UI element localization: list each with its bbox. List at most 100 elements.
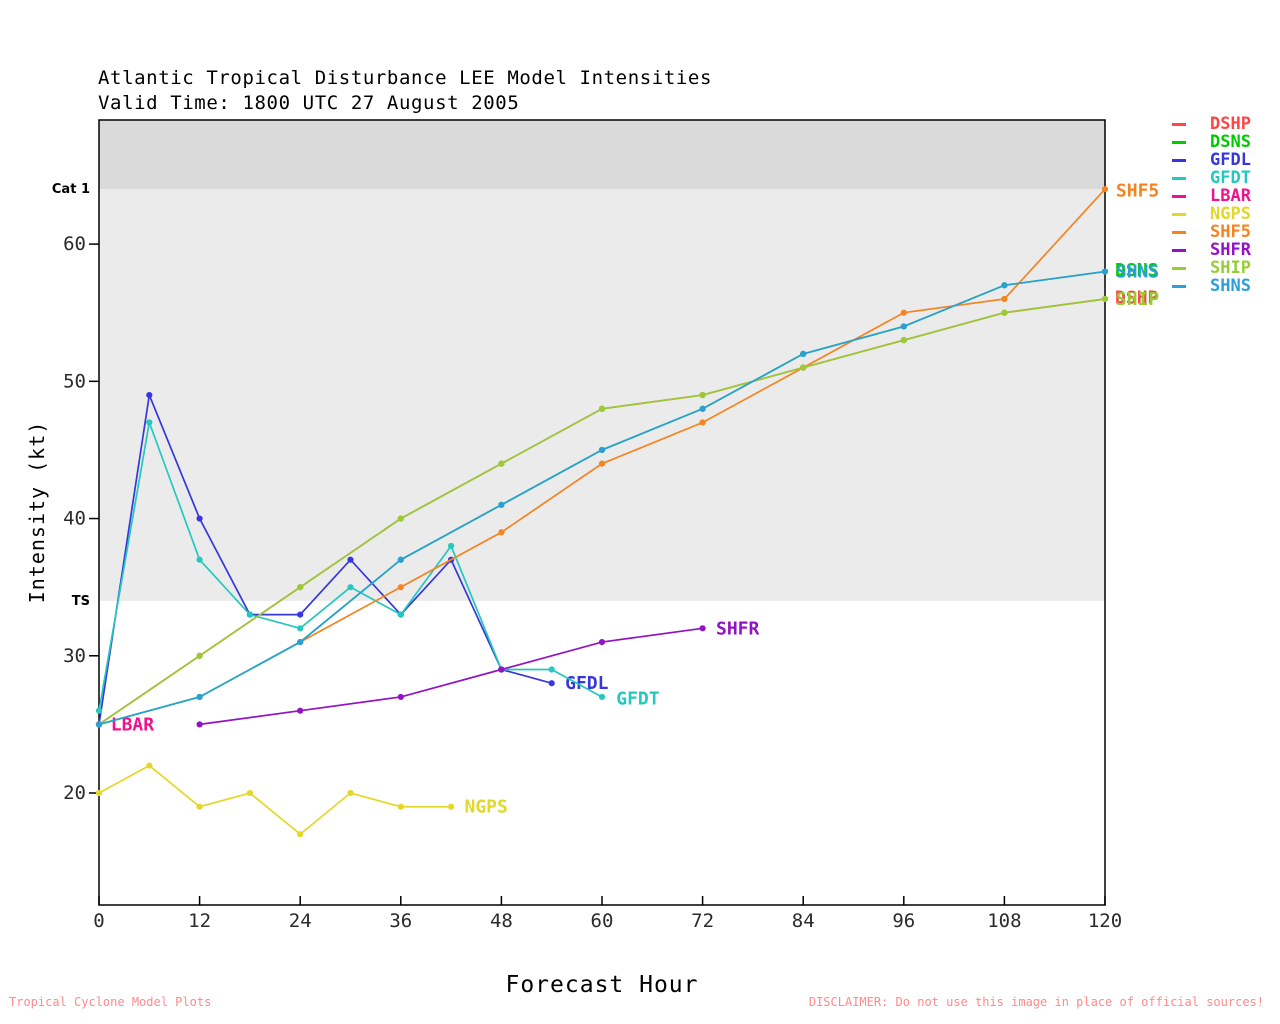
legend-item-GFDL: GFDL bbox=[1172, 151, 1251, 169]
legend-item-LBAR: LBAR bbox=[1172, 187, 1251, 205]
data-point-SHIP bbox=[1101, 295, 1109, 303]
data-point-SHNS bbox=[800, 350, 807, 357]
data-point-GFDT bbox=[196, 556, 203, 563]
x-tick-label: 96 bbox=[892, 910, 915, 932]
data-point-SHFR bbox=[397, 693, 404, 701]
data-point-GFDL bbox=[146, 391, 153, 399]
data-point-GFDL bbox=[297, 611, 304, 618]
tropical-storm-band bbox=[99, 189, 1105, 601]
legend-label-LBAR: LBAR bbox=[1210, 186, 1251, 206]
series-label-GFDL: GFDL bbox=[565, 673, 609, 694]
legend-item-DSNS: DSNS bbox=[1172, 133, 1251, 151]
series-line-SHFR bbox=[199, 627, 703, 726]
legend-item-SHNS: SHNS bbox=[1172, 277, 1251, 295]
data-point-GFDL bbox=[347, 556, 354, 563]
legend-label-SHF5: SHF5 bbox=[1210, 222, 1251, 242]
series-line-GFDL bbox=[98, 391, 552, 725]
chart-valid-time: Valid Time: 1800 UTC 27 August 2005 bbox=[98, 92, 520, 114]
data-point-NGPS bbox=[196, 803, 203, 810]
data-point-NGPS bbox=[146, 762, 153, 769]
legend-swatch-DSHP bbox=[1172, 122, 1186, 126]
y-tick-label: 20 bbox=[63, 782, 86, 804]
series-label-LBAR: LBAR bbox=[111, 714, 155, 735]
legend-label-GFDL: GFDL bbox=[1210, 150, 1251, 170]
legend-label-NGPS: NGPS bbox=[1210, 204, 1251, 224]
data-point-GFDL bbox=[548, 680, 555, 687]
data-point-SHF5 bbox=[900, 309, 907, 316]
legend-swatch-SHIP bbox=[1172, 266, 1186, 270]
legend-label-SHIP: SHIP bbox=[1210, 258, 1251, 278]
series-label-GFDT: GFDT bbox=[616, 688, 660, 709]
legend-swatch-NGPS bbox=[1172, 212, 1186, 216]
data-point-SHFR bbox=[297, 707, 304, 714]
hurricane-band bbox=[99, 120, 1105, 190]
data-point-SHNS bbox=[900, 323, 907, 330]
legend: DSHP DSNS GFDL GFDT LBAR NGPS SHF5 SHFR SHIP SHNS bbox=[1172, 115, 1251, 295]
y-axis-label: Intensity (kt) bbox=[25, 421, 49, 604]
data-point-SHIP bbox=[699, 391, 706, 399]
series-label-SHF5: SHF5 bbox=[1116, 181, 1159, 202]
data-point-SHIP bbox=[498, 460, 505, 467]
data-point-SHNS bbox=[1101, 268, 1109, 275]
data-point-SHF5 bbox=[397, 584, 404, 591]
data-point-GFDT bbox=[548, 666, 555, 673]
data-point-NGPS bbox=[95, 789, 103, 797]
x-tick-label: 24 bbox=[289, 910, 312, 932]
data-point-NGPS bbox=[347, 789, 354, 797]
series-NGPS: NGPS bbox=[95, 762, 508, 838]
x-tick-label: 84 bbox=[792, 910, 815, 932]
data-point-SHFR bbox=[196, 721, 203, 728]
data-point-GFDT bbox=[397, 611, 404, 618]
x-tick-label: 108 bbox=[987, 910, 1021, 932]
legend-swatch-SHF5 bbox=[1172, 230, 1186, 234]
data-point-GFDT bbox=[598, 693, 606, 701]
legend-swatch-SHNS bbox=[1172, 284, 1186, 288]
data-point-SHIP bbox=[1001, 309, 1008, 316]
data-point-NGPS bbox=[397, 803, 404, 810]
x-tick-label: 60 bbox=[591, 910, 614, 932]
legend-label-DSHP: DSHP bbox=[1210, 114, 1251, 134]
legend-item-GFDT: GFDT bbox=[1172, 169, 1251, 187]
series-SHNS: SHNS bbox=[95, 262, 1159, 728]
data-point-SHNS bbox=[1001, 282, 1008, 289]
legend-swatch-GFDT bbox=[1172, 176, 1186, 180]
legend-item-DSHP: DSHP bbox=[1172, 115, 1251, 133]
series-SHFR: SHFR bbox=[196, 618, 760, 728]
data-point-SHFR bbox=[598, 638, 606, 646]
data-point-SHNS bbox=[196, 693, 203, 701]
legend-swatch-GFDL bbox=[1172, 158, 1186, 162]
x-tick-label: 12 bbox=[188, 910, 211, 932]
data-point-SHFR bbox=[498, 666, 505, 673]
data-point-SHIP bbox=[800, 364, 807, 371]
credit-text: Tropical Cyclone Model Plots http://dere… bbox=[9, 971, 385, 1024]
data-point-SHIP bbox=[297, 584, 304, 591]
credit-line-1: Tropical Cyclone Model Plots bbox=[9, 994, 212, 1009]
data-point-NGPS bbox=[448, 803, 455, 810]
data-point-NGPS bbox=[246, 789, 253, 797]
data-point-SHIP bbox=[598, 405, 606, 412]
legend-swatch-SHFR bbox=[1172, 248, 1186, 252]
y-tick-label: 50 bbox=[63, 370, 86, 392]
series-label-SHNS: SHNS bbox=[1116, 262, 1159, 283]
disclaimer-text: DISCLAIMER: Do not use this image in pla… bbox=[787, 971, 1264, 1024]
legend-label-GFDT: GFDT bbox=[1210, 168, 1251, 188]
series-label-SHIP: SHIP bbox=[1116, 289, 1160, 310]
series-line-NGPS bbox=[98, 764, 452, 836]
series-label-NGPS: NGPS bbox=[465, 797, 508, 818]
data-point-GFDT bbox=[297, 625, 304, 632]
data-point-GFDT bbox=[448, 542, 455, 550]
legend-swatch-LBAR bbox=[1172, 194, 1186, 198]
series-SHIP: SHIP bbox=[95, 289, 1160, 728]
chart-title-block: Atlantic Tropical Disturbance LEE Model … bbox=[98, 66, 712, 116]
y-tick-label: 60 bbox=[63, 233, 86, 255]
data-point-SHF5 bbox=[598, 460, 606, 467]
x-tick-label: 120 bbox=[1088, 910, 1122, 932]
data-point-NGPS bbox=[297, 831, 304, 838]
x-axis-label: Forecast Hour bbox=[505, 972, 699, 998]
x-tick-label: 36 bbox=[389, 910, 412, 932]
data-point-GFDT bbox=[95, 707, 103, 714]
data-point-SHNS bbox=[699, 405, 706, 412]
axes: 0 12 24 36 48 60 72 84 96 108 120 20 30 40 50 60 Cat 1 TS bbox=[52, 182, 1122, 932]
y-tick-label: 30 bbox=[63, 645, 86, 667]
